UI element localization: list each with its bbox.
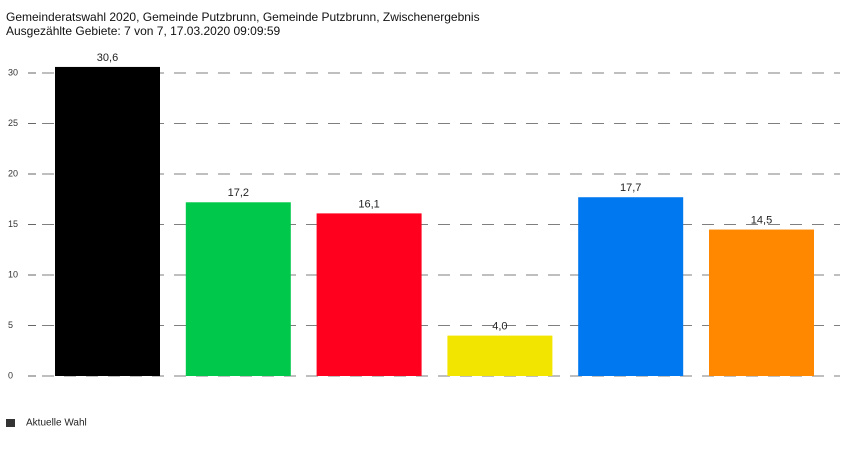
chart-title: Gemeinderatswahl 2020, Gemeinde Putzbrun…	[6, 10, 480, 24]
y-tick-label: 25	[8, 118, 18, 128]
data-label: 17,7	[620, 182, 641, 194]
data-label: 4,0	[492, 321, 507, 333]
data-label: 14,5	[751, 214, 772, 226]
bar	[578, 197, 684, 376]
bar	[709, 229, 814, 376]
y-tick-label: 15	[8, 219, 18, 229]
y-tick-label: 20	[8, 168, 18, 178]
data-label: 30,6	[97, 52, 118, 64]
y-tick-label: 10	[8, 269, 18, 279]
bar	[185, 202, 291, 376]
legend-swatch	[6, 419, 15, 427]
y-tick-label: 30	[8, 67, 18, 77]
legend-label: Aktuelle Wahl	[26, 418, 87, 429]
bar	[55, 66, 160, 376]
chart-subtitle: Ausgezählte Gebiete: 7 von 7, 17.03.2020…	[6, 24, 281, 38]
y-tick-label: 5	[8, 320, 13, 330]
data-label: 17,2	[228, 187, 249, 199]
data-label: 16,1	[358, 198, 379, 210]
y-tick-label: 0	[8, 370, 13, 380]
bar	[447, 335, 553, 376]
bar	[316, 213, 422, 376]
